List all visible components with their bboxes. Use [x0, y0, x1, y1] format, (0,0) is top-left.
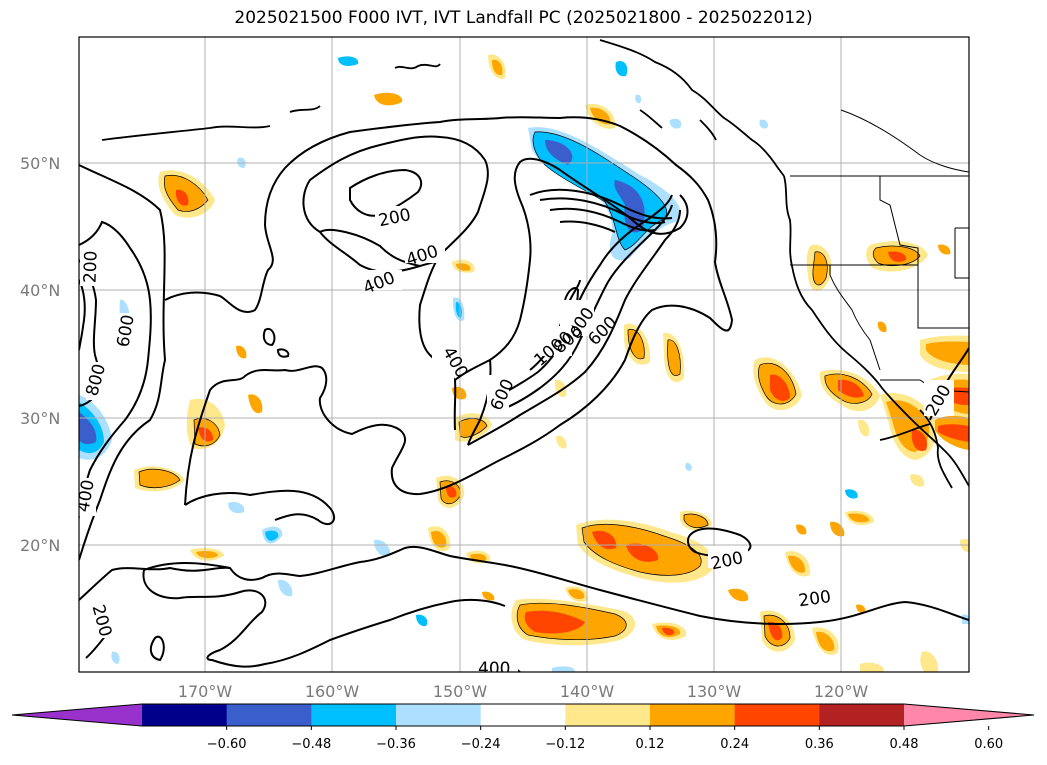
colorbar-segment — [142, 704, 228, 726]
lon-label: 140°W — [560, 682, 615, 701]
colorbar-tick-label: −0.48 — [291, 737, 331, 752]
lat-label: 40°N — [20, 281, 60, 300]
lon-label: 170°W — [178, 682, 233, 701]
colorbar-tick-label: −0.60 — [207, 737, 247, 752]
colorbar-extend-low — [12, 704, 142, 726]
colorbar-segment — [226, 704, 312, 726]
colorbar-segment — [396, 704, 482, 726]
contour-label: 200 — [80, 250, 101, 283]
longitude-labels: 170°W 160°W 150°W 140°W 130°W 120°W — [178, 682, 869, 701]
colorbar-tick-label: −0.36 — [376, 737, 416, 752]
colorbar-tick-label: −0.12 — [545, 737, 585, 752]
ivt-contours — [79, 116, 969, 672]
latitude-labels: 50°N 40°N 30°N 20°N — [20, 154, 60, 555]
lat-label: 30°N — [20, 409, 60, 428]
colorbar-segment — [565, 704, 651, 726]
contour-label: 200 — [797, 587, 832, 611]
contour-label: 400 — [74, 478, 99, 513]
colorbar-extend-high — [904, 704, 1034, 726]
colorbar-tick-label: 0.12 — [636, 737, 665, 752]
lon-label: 130°W — [687, 682, 742, 701]
lat-label: 20°N — [20, 536, 60, 555]
colorbar-tick-label: −0.24 — [461, 737, 501, 752]
gridlines — [79, 37, 969, 672]
map-area: 200 400 400 400 600 800 1000 800 600 200… — [74, 37, 969, 679]
lon-label: 150°W — [433, 682, 488, 701]
colorbar: −0.60 −0.48 −0.36 −0.24 −0.12 0.12 0.24 0.36 0.4… — [11, 703, 1035, 752]
lon-label: 160°W — [305, 682, 360, 701]
colorbar-outline — [11, 703, 1035, 727]
colorbar-segment — [480, 704, 566, 726]
contour-label: 400 — [478, 659, 510, 679]
pc-anomaly-fills — [79, 54, 969, 672]
contour-labels: 200 400 400 400 600 800 1000 800 600 200… — [74, 205, 956, 679]
colorbar-tick-label: 0.24 — [720, 737, 749, 752]
map-title: 2025021500 F000 IVT, IVT Landfall PC (20… — [234, 8, 813, 28]
colorbar-segment — [819, 704, 905, 726]
colorbar-segment — [311, 704, 397, 726]
colorbar-segment — [734, 704, 820, 726]
colorbar-tick-label: 0.48 — [890, 737, 919, 752]
borders — [790, 109, 969, 393]
colorbar-tick-label: 0.36 — [805, 737, 834, 752]
lon-label: 120°W — [814, 682, 869, 701]
colorbar-tick-label: 0.60 — [974, 737, 1003, 752]
coastlines — [101, 39, 969, 489]
lat-label: 50°N — [20, 154, 60, 173]
map-frame — [78, 36, 970, 673]
colorbar-segment — [650, 704, 736, 726]
